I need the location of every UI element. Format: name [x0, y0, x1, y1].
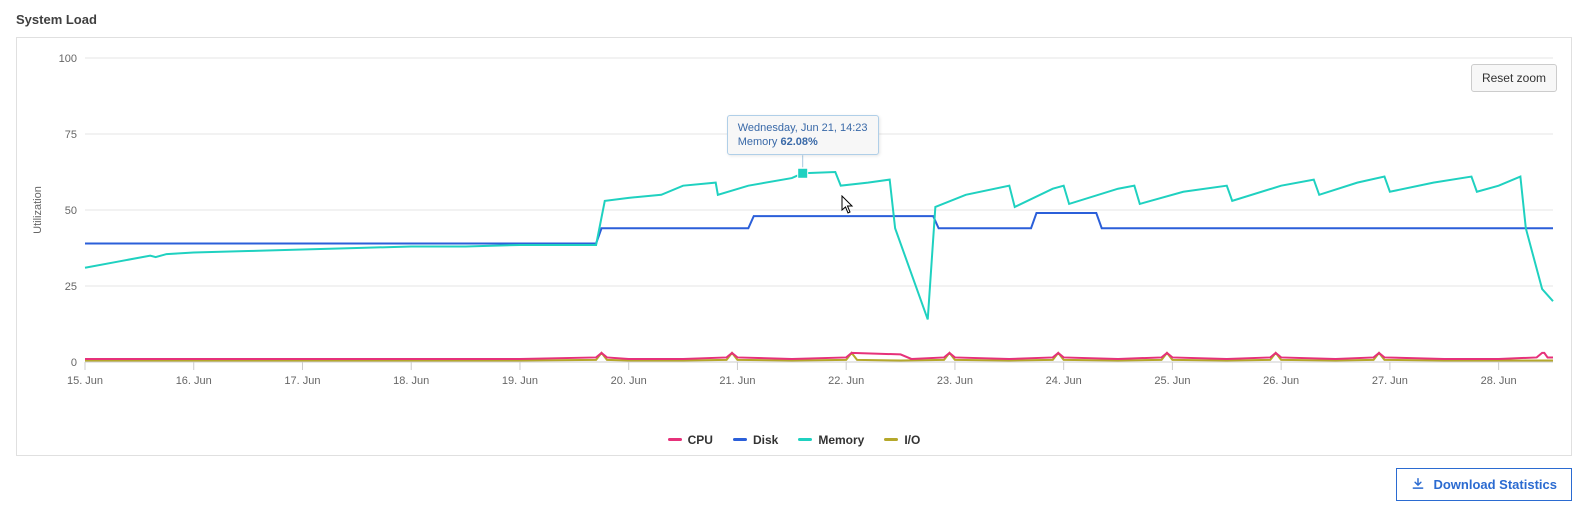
svg-text:23. Jun: 23. Jun	[937, 375, 973, 387]
svg-text:20. Jun: 20. Jun	[611, 375, 647, 387]
svg-text:25: 25	[65, 281, 77, 293]
legend-label: I/O	[904, 433, 920, 447]
svg-text:50: 50	[65, 205, 77, 217]
legend-item-cpu[interactable]: CPU	[668, 433, 713, 447]
legend-swatch	[733, 438, 747, 441]
svg-text:25. Jun: 25. Jun	[1154, 375, 1190, 387]
svg-text:0: 0	[71, 357, 77, 369]
chart-plot[interactable]: 0 25 50 75 100 Utilization 15. Jun 16. Jun 17. J…	[25, 46, 1563, 426]
svg-text:15. Jun: 15. Jun	[67, 375, 103, 387]
svg-text:16. Jun: 16. Jun	[176, 375, 212, 387]
download-statistics-button[interactable]: Download Statistics	[1396, 468, 1572, 501]
legend-item-io[interactable]: I/O	[884, 433, 920, 447]
legend-label: Memory	[818, 433, 864, 447]
legend-label: CPU	[688, 433, 713, 447]
svg-text:28. Jun: 28. Jun	[1481, 375, 1517, 387]
svg-text:21. Jun: 21. Jun	[719, 375, 755, 387]
legend-swatch	[798, 438, 812, 441]
chart-legend: CPU Disk Memory I/O	[25, 426, 1563, 449]
svg-text:100: 100	[59, 53, 77, 65]
svg-text:Utilization: Utilization	[32, 186, 44, 234]
download-icon	[1411, 477, 1425, 491]
download-label: Download Statistics	[1433, 477, 1557, 492]
svg-text:75: 75	[65, 129, 77, 141]
svg-text:27. Jun: 27. Jun	[1372, 375, 1408, 387]
legend-swatch	[884, 438, 898, 441]
svg-text:24. Jun: 24. Jun	[1046, 375, 1082, 387]
svg-text:19. Jun: 19. Jun	[502, 375, 538, 387]
chart-card: Reset zoom 0255075100Utilization15. Jun1…	[16, 37, 1572, 456]
svg-text:17. Jun: 17. Jun	[284, 375, 320, 387]
chart-svg: 0 25 50 75 100 Utilization 15. Jun 16. Jun 17. J…	[25, 46, 1565, 426]
legend-label: Disk	[753, 433, 778, 447]
svg-text:22. Jun: 22. Jun	[828, 375, 864, 387]
svg-text:26. Jun: 26. Jun	[1263, 375, 1299, 387]
svg-text:18. Jun: 18. Jun	[393, 375, 429, 387]
legend-item-memory[interactable]: Memory	[798, 433, 864, 447]
legend-swatch	[668, 438, 682, 441]
chart-title: System Load	[16, 12, 1572, 27]
legend-item-disk[interactable]: Disk	[733, 433, 778, 447]
